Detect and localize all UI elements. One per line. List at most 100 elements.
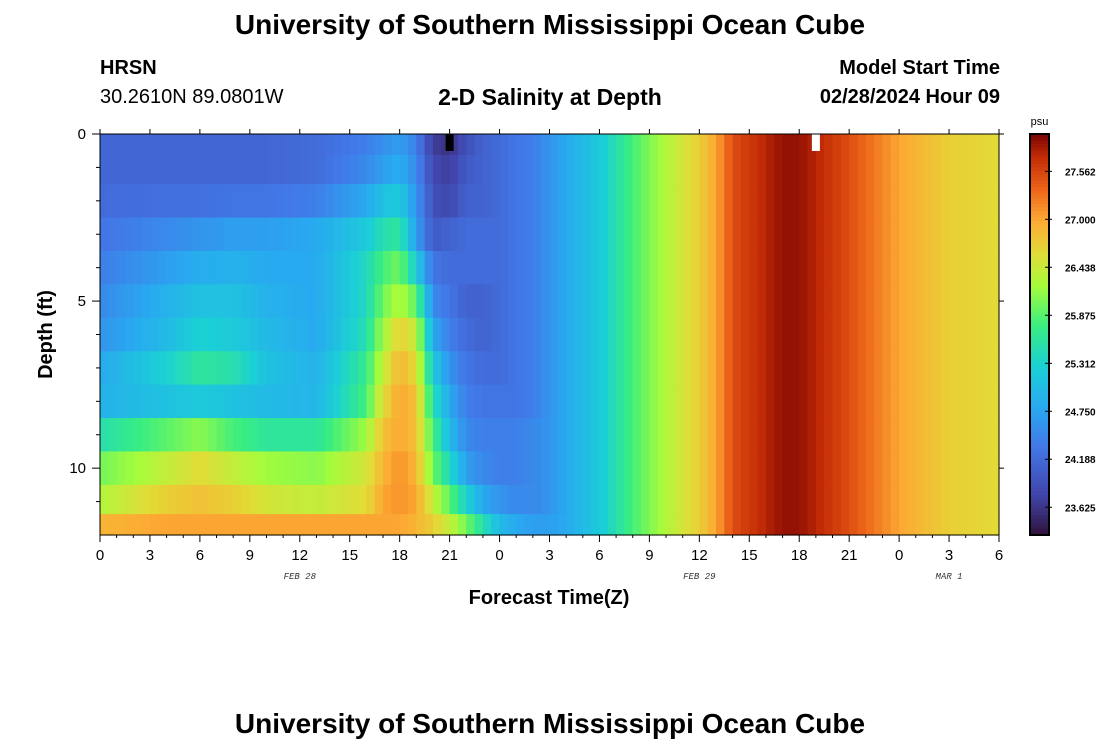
colorbar-swatch xyxy=(1030,267,1049,272)
heat-cell xyxy=(466,451,476,486)
heat-cell xyxy=(641,418,650,453)
heat-cell xyxy=(316,317,326,352)
heat-cell xyxy=(499,154,509,185)
heat-cell xyxy=(191,451,201,486)
heat-cell xyxy=(158,154,168,185)
heat-cell xyxy=(790,351,800,386)
colorbar-swatch xyxy=(1030,397,1049,402)
heat-cell xyxy=(815,184,825,219)
heat-cell xyxy=(432,217,442,252)
heat-cell xyxy=(224,451,234,486)
heat-cell xyxy=(790,134,800,156)
heat-cell xyxy=(790,317,800,352)
heat-cell xyxy=(216,284,226,319)
heat-cell xyxy=(224,284,234,319)
heat-cell xyxy=(932,351,942,386)
heat-cell xyxy=(241,384,251,419)
heat-cell xyxy=(815,154,825,185)
heat-cell xyxy=(491,514,501,536)
heat-cell xyxy=(149,514,159,536)
heat-cell xyxy=(632,514,642,536)
heat-cell xyxy=(715,250,725,285)
heat-cell xyxy=(982,484,992,515)
heat-cell xyxy=(416,250,426,285)
heat-cell xyxy=(482,418,492,453)
heat-cell xyxy=(974,250,983,285)
heat-cell xyxy=(774,451,784,486)
heat-cell xyxy=(482,317,492,352)
heat-cell xyxy=(624,184,634,219)
heat-cell xyxy=(624,384,634,419)
heat-cell xyxy=(349,317,359,352)
heat-cell xyxy=(566,284,576,319)
heat-cell xyxy=(682,514,692,536)
heat-cell xyxy=(774,184,784,219)
heat-cell xyxy=(932,250,942,285)
heat-cell xyxy=(682,154,692,185)
colorbar-swatch xyxy=(1030,144,1049,148)
heat-cell xyxy=(732,317,742,352)
heat-cell xyxy=(183,514,193,536)
heat-cell xyxy=(616,514,626,536)
heat-cell xyxy=(782,451,792,486)
heat-cell xyxy=(699,250,709,285)
heat-cell xyxy=(849,134,859,156)
heat-cell xyxy=(224,484,234,515)
heat-cell xyxy=(957,351,967,386)
heat-cell xyxy=(932,284,942,319)
heat-cell xyxy=(599,184,609,219)
heat-cell xyxy=(874,484,884,515)
heat-cell xyxy=(915,484,925,515)
heat-cell xyxy=(982,284,992,319)
heat-cell xyxy=(557,134,567,156)
plot-title: 2-D Salinity at Depth xyxy=(438,84,662,110)
heat-cell xyxy=(957,484,967,515)
heat-cell xyxy=(224,184,234,219)
heat-cell xyxy=(341,217,351,252)
heat-cell xyxy=(224,250,234,285)
heat-cell xyxy=(416,184,426,219)
heat-cell xyxy=(949,284,958,319)
heat-cell xyxy=(924,284,933,319)
heat-cell xyxy=(532,317,542,352)
heat-cell xyxy=(116,451,126,486)
heat-cell xyxy=(474,134,484,156)
heat-cell xyxy=(699,317,709,352)
heat-cell xyxy=(124,384,134,419)
heat-cell xyxy=(374,317,384,352)
heat-cell xyxy=(449,317,459,352)
heat-cell xyxy=(591,484,601,515)
colorbar-swatch xyxy=(1030,190,1049,195)
heat-cell xyxy=(457,134,467,156)
heat-cell xyxy=(499,351,509,386)
heat-cell xyxy=(191,384,201,419)
heat-cell xyxy=(691,418,700,453)
heat-cell xyxy=(616,418,626,453)
colorbar-swatch xyxy=(1030,344,1049,349)
heat-cell xyxy=(366,418,376,453)
heat-cell xyxy=(907,217,917,252)
heat-cell xyxy=(482,384,492,419)
heat-cell xyxy=(241,418,251,453)
heat-cell xyxy=(824,451,834,486)
heat-cell xyxy=(199,317,209,352)
heat-cell xyxy=(707,154,717,185)
heat-cell xyxy=(541,134,551,156)
heat-cell xyxy=(308,154,318,185)
heat-cell xyxy=(416,484,426,515)
heat-cell xyxy=(757,451,767,486)
heat-cell xyxy=(682,217,692,252)
heat-cell xyxy=(482,154,492,185)
heat-cell xyxy=(399,250,409,285)
heat-cell xyxy=(807,384,817,419)
heat-cell xyxy=(258,514,268,536)
heat-cell xyxy=(274,217,284,252)
heat-cell xyxy=(815,317,825,352)
heat-cell xyxy=(283,351,293,386)
heat-cell xyxy=(974,154,983,185)
heat-cell xyxy=(857,154,867,185)
heat-cell xyxy=(541,154,551,185)
heat-cell xyxy=(607,484,617,515)
heat-cell xyxy=(158,451,168,486)
heat-cell xyxy=(865,351,875,386)
